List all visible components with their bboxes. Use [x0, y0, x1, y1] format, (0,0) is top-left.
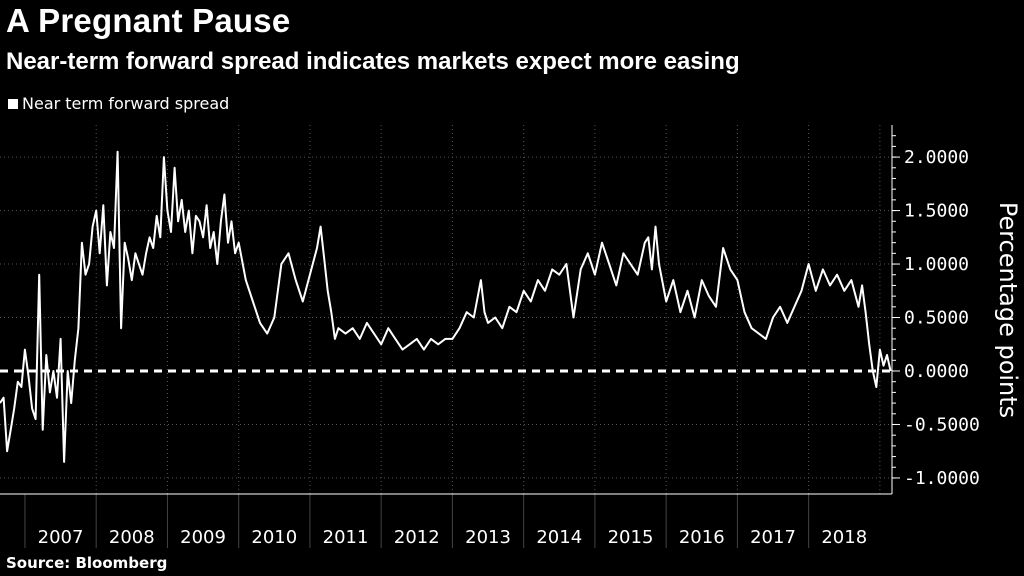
legend-swatch [8, 98, 18, 109]
y-tick-label: 0.5000 [904, 308, 969, 329]
x-tick-label: 2016 [679, 527, 725, 548]
y-tick-label: 0.0000 [904, 361, 969, 382]
x-tick-label: 2013 [465, 527, 511, 548]
x-tick-label: 2008 [109, 527, 155, 548]
source-note: Source: Bloomberg [6, 554, 168, 572]
x-tick-label: 2011 [323, 527, 369, 548]
series-line [0, 150, 892, 463]
legend-label: Near term forward spread [22, 94, 230, 113]
chart-title: A Pregnant Pause [6, 2, 291, 39]
y-tick-label: 2.0000 [904, 147, 969, 168]
y-tick-label: 1.0000 [904, 254, 969, 275]
x-tick-label: 2018 [821, 527, 867, 548]
x-tick-label: 2017 [750, 527, 796, 548]
y-axis-label: Percentage points [994, 202, 1022, 418]
y-tick-label: -0.5000 [904, 414, 980, 435]
x-tick-label: 2014 [536, 527, 582, 548]
x-tick-label: 2007 [38, 527, 84, 548]
y-tick-label: -1.0000 [904, 468, 980, 489]
x-tick-label: 2012 [394, 527, 440, 548]
x-tick-label: 2010 [251, 527, 297, 548]
x-tick-label: 2009 [180, 527, 226, 548]
legend: Near term forward spread [8, 94, 229, 113]
x-tick-label: 2015 [608, 527, 654, 548]
y-tick-label: 1.5000 [904, 201, 969, 222]
chart-subtitle: Near-term forward spread indicates marke… [6, 48, 740, 75]
